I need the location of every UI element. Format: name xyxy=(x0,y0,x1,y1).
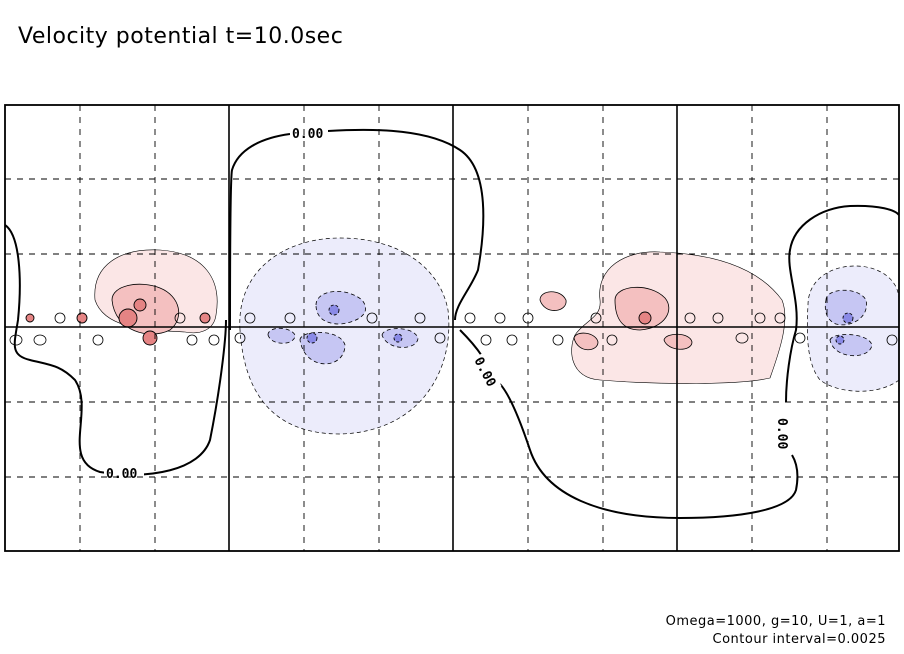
footer-params: Omega=1000, g=10, U=1, a=1 xyxy=(665,614,886,629)
plot-frame xyxy=(4,104,900,552)
grid-lines xyxy=(5,105,899,551)
zero-label-center: 0.00 xyxy=(470,355,498,390)
zero-contours xyxy=(5,128,899,520)
negative-cores xyxy=(306,304,854,345)
positive-region-right xyxy=(571,251,786,384)
plot-area: 0.00 0.00 0.00 0.00 xyxy=(5,105,899,551)
negative-region-right xyxy=(806,265,899,392)
zero-label-right: 0.00 xyxy=(774,418,789,449)
equatorial-features xyxy=(9,312,898,346)
zero-label-bottom-left: 0.00 xyxy=(106,467,137,482)
chart-title: Velocity potential t=10.0sec xyxy=(18,24,344,49)
footer-contour-interval: Contour interval=0.0025 xyxy=(712,632,886,647)
major-dividers xyxy=(228,105,678,551)
negative-region-left xyxy=(239,237,450,435)
positive-cores xyxy=(25,298,652,346)
zero-label-top: 0.00 xyxy=(292,127,323,142)
